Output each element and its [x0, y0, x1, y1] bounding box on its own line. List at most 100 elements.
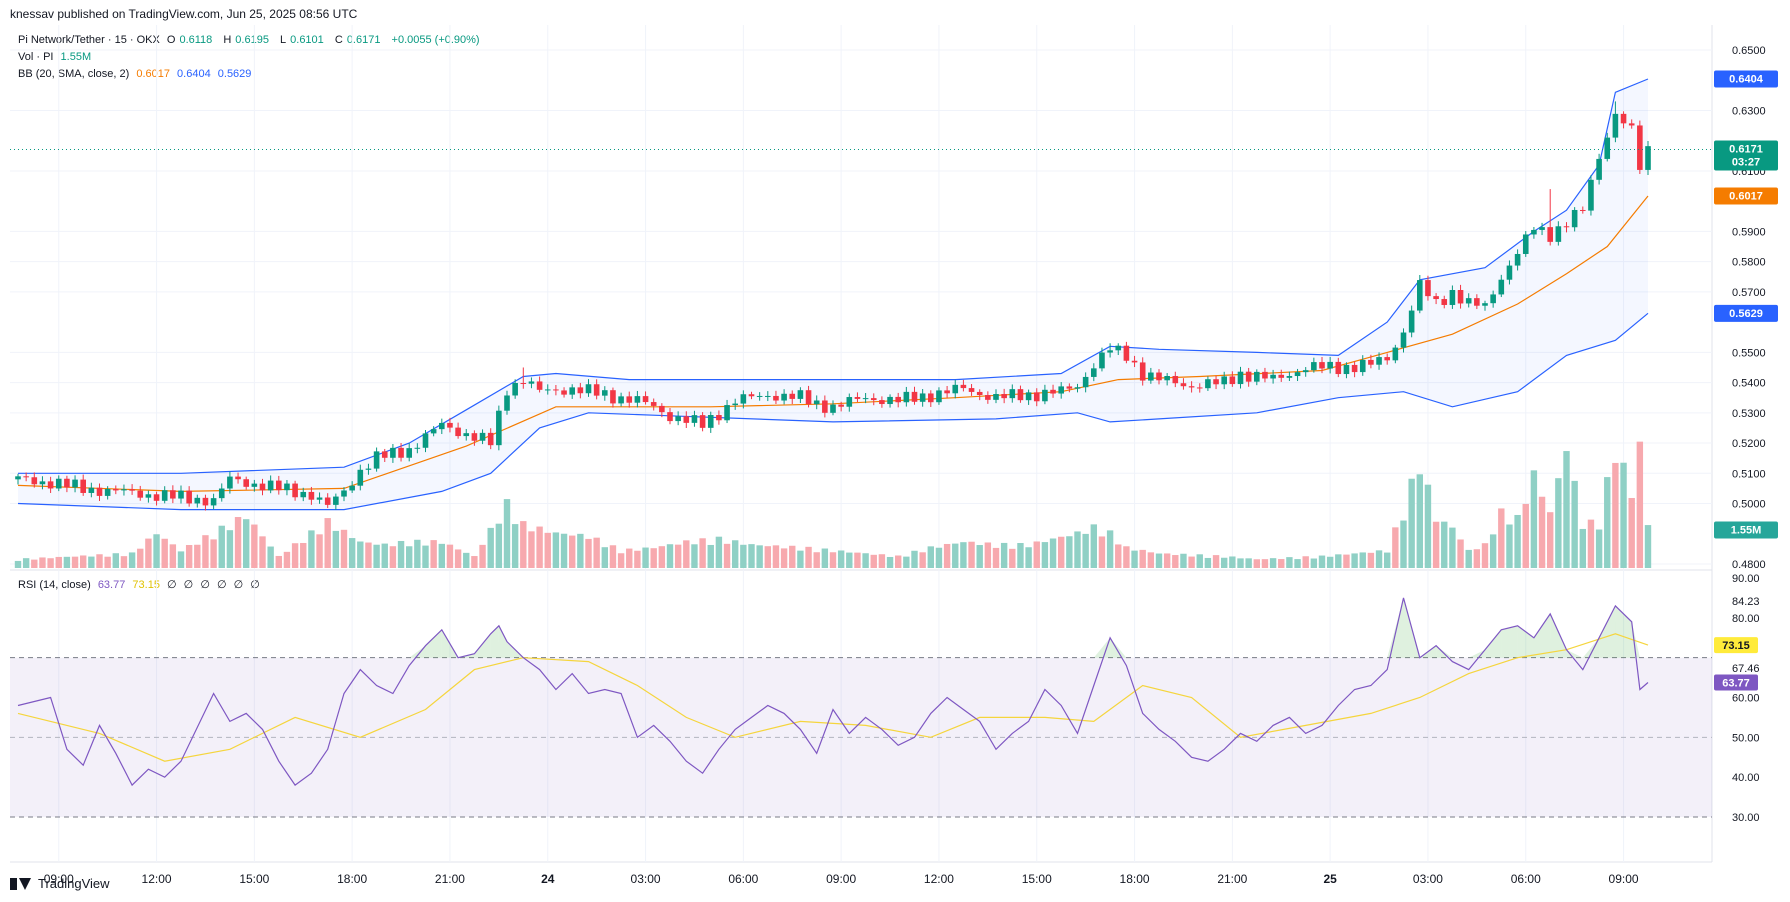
- bb-label[interactable]: BB (20, SMA, close, 2): [18, 68, 130, 80]
- rsi-overbought-fill: [1550, 613, 1567, 658]
- rsi-overbought-fill: [1436, 645, 1453, 658]
- volume-bar: [80, 555, 87, 568]
- rsi-overbought-fill: [1485, 629, 1502, 658]
- candle-body: [561, 390, 567, 395]
- volume-bar: [585, 538, 592, 568]
- volume-bar: [1424, 484, 1432, 568]
- candle-body: [1465, 298, 1472, 304]
- candle-body: [618, 396, 624, 404]
- volume-bar: [210, 539, 217, 568]
- candle-body: [887, 396, 893, 405]
- candle-body: [1115, 345, 1122, 351]
- price-tick-label: 0.5800: [1732, 257, 1766, 269]
- volume-bar: [1221, 557, 1228, 568]
- rsi-overbought-fill: [1533, 613, 1551, 658]
- volume-bar: [1506, 524, 1513, 568]
- candle-body: [1050, 389, 1056, 394]
- candle-body: [186, 490, 192, 504]
- rsi-tick-label: 84.23: [1732, 596, 1760, 608]
- tradingview-logo-icon: [10, 877, 32, 890]
- candle-body: [854, 397, 861, 399]
- volume-bar: [479, 544, 486, 568]
- candle-body: [31, 477, 38, 485]
- volume-bar: [756, 545, 763, 568]
- time-tick-label: 21:00: [435, 872, 465, 886]
- rsi-value: 63.77: [97, 579, 126, 591]
- time-tick-label: 06:00: [1511, 872, 1541, 886]
- rsi-empty-4: ∅: [216, 579, 227, 591]
- candle-body: [1123, 345, 1130, 361]
- candle-body: [463, 433, 470, 437]
- candle-body: [1449, 290, 1456, 305]
- candle-body: [1637, 125, 1643, 170]
- volume-bar: [495, 523, 503, 568]
- candle-body: [153, 494, 160, 501]
- symbol-name[interactable]: Pi Network/Tether · 15 · OKX: [18, 34, 160, 46]
- candle-body: [39, 481, 46, 485]
- candle-body: [504, 395, 510, 411]
- candle-body: [773, 395, 779, 401]
- price-tick-label: 0.6500: [1732, 45, 1766, 57]
- candle-body: [1058, 386, 1064, 394]
- time-tick-label: 03:00: [1413, 872, 1443, 886]
- rsi-overbought-fill: [1387, 597, 1404, 658]
- candle-body: [748, 394, 755, 397]
- candle-body: [993, 394, 999, 400]
- candle-body: [952, 384, 959, 394]
- candle-body: [642, 396, 649, 403]
- candle-body: [1392, 347, 1399, 361]
- candle-body: [740, 394, 747, 404]
- volume-bar: [1318, 555, 1326, 568]
- candle-body: [1384, 357, 1390, 361]
- candle-body: [789, 393, 796, 399]
- rsi-overbought-fill: [1501, 625, 1518, 658]
- volume-bar: [1359, 552, 1366, 568]
- candle-body: [976, 391, 983, 395]
- volume-bar: [846, 552, 853, 568]
- volume-bar: [1441, 521, 1448, 568]
- candle-body: [756, 395, 763, 397]
- candle-body: [838, 404, 844, 407]
- rsi-label[interactable]: RSI (14, close): [18, 579, 91, 591]
- rsi-overbought-fill: [1582, 637, 1600, 658]
- candle-body: [683, 416, 690, 423]
- footer-brand-label: TradingView: [38, 876, 110, 891]
- candle-body: [1017, 389, 1024, 401]
- volume-bar: [422, 545, 429, 568]
- current-price-badge: [1714, 140, 1778, 171]
- price-tick-label: 0.4800: [1732, 559, 1766, 571]
- volume-bar: [1351, 553, 1358, 568]
- volume-bar: [723, 543, 731, 568]
- volume-bar: [275, 555, 282, 568]
- rsi-empty-6: ∅: [250, 579, 260, 591]
- candle-body: [1506, 265, 1513, 280]
- time-tick-label: 12:00: [142, 872, 172, 886]
- volume-bar: [960, 542, 967, 568]
- volume-bar: [226, 530, 234, 568]
- volume-label[interactable]: Vol · PI: [18, 51, 54, 63]
- time-tick-label: 09:00: [826, 872, 856, 886]
- volume-bar: [1131, 550, 1138, 568]
- volume-bar: [324, 518, 331, 568]
- candle-body: [707, 415, 714, 428]
- time-tick-label: 09:00: [44, 872, 74, 886]
- volume-bar: [1253, 559, 1260, 568]
- volume-bar: [1432, 521, 1440, 568]
- rsi-empty-1: ∅: [167, 579, 177, 591]
- symbol-legend: Pi Network/Tether · 15 · OKX O 0.6118 H 0.…: [18, 34, 484, 46]
- candle-body: [1091, 368, 1097, 377]
- candle-body: [1074, 387, 1081, 389]
- volume-bar: [1465, 549, 1472, 568]
- volume-bar: [267, 546, 274, 568]
- candle-body: [471, 433, 478, 441]
- candle-body: [1270, 374, 1276, 379]
- time-tick-label: 24: [541, 872, 555, 886]
- volume-bar: [1269, 558, 1277, 568]
- candle-body: [479, 432, 486, 441]
- volume-badge-label: 1.55M: [1731, 525, 1762, 537]
- volume-bar: [1514, 514, 1521, 568]
- volume-bar: [446, 544, 454, 568]
- candle-body: [178, 490, 184, 499]
- time-tick-label: 06:00: [728, 872, 758, 886]
